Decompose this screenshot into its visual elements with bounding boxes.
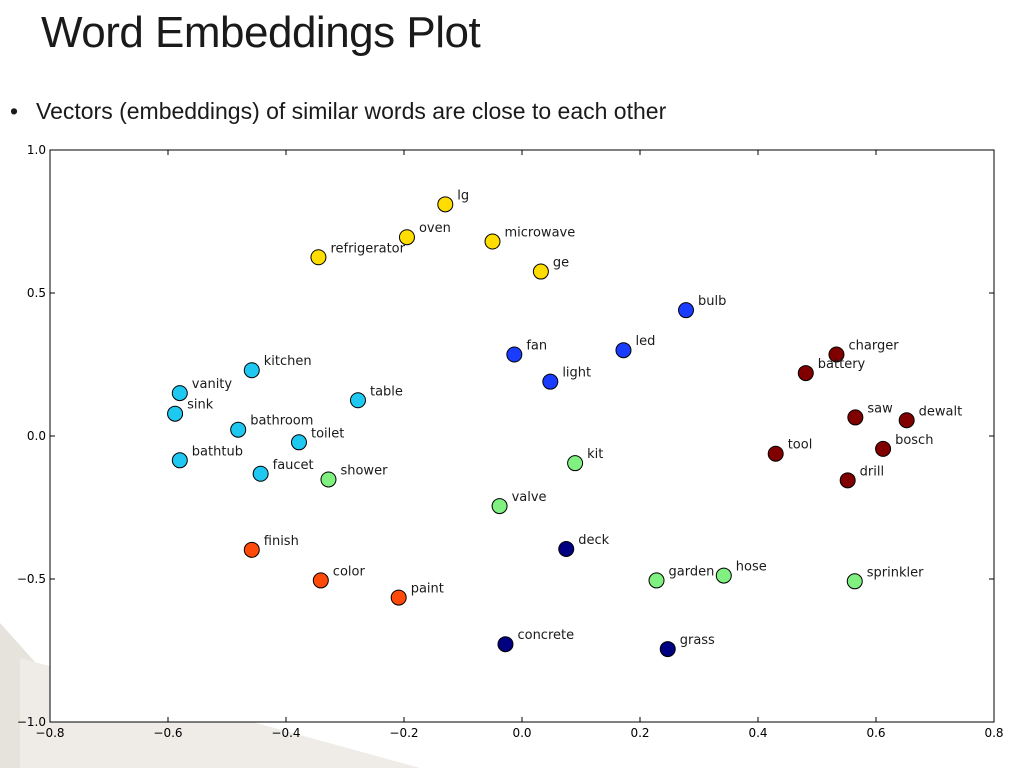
data-point bbox=[839, 472, 856, 489]
point-label: bosch bbox=[895, 433, 933, 448]
data-point bbox=[847, 409, 864, 426]
data-point bbox=[320, 471, 337, 488]
data-point bbox=[767, 445, 784, 462]
point-label: battery bbox=[818, 357, 866, 372]
data-point bbox=[390, 589, 407, 606]
point-label: kit bbox=[587, 447, 603, 462]
data-point bbox=[230, 421, 247, 438]
point-label: lg bbox=[457, 188, 469, 203]
x-tick-label: 0.4 bbox=[748, 726, 767, 740]
point-label: table bbox=[370, 384, 403, 399]
point-label: sink bbox=[187, 398, 214, 413]
chart-container: −0.8 −0.6 −0.4 −0.2 0.0 0.2 0.4 0.6 0.8 1.0 0.5 0.0… bbox=[0, 140, 1024, 760]
data-point bbox=[648, 572, 665, 589]
x-tick-label: −0.6 bbox=[153, 726, 182, 740]
point-label: faucet bbox=[273, 458, 314, 473]
point-label: grass bbox=[680, 633, 715, 648]
data-point bbox=[398, 229, 415, 246]
data-point bbox=[828, 346, 845, 363]
x-tick-label: 0.8 bbox=[984, 726, 1003, 740]
point-label: sprinkler bbox=[867, 565, 924, 580]
data-point bbox=[506, 346, 523, 363]
data-point bbox=[243, 362, 260, 379]
x-tick-label: 0.2 bbox=[630, 726, 649, 740]
data-point bbox=[310, 249, 327, 266]
point-label: led bbox=[635, 334, 655, 349]
bullet-item: • Vectors (embeddings) of similar words … bbox=[10, 98, 666, 125]
y-tick-label: −0.5 bbox=[17, 572, 46, 586]
x-tick-label: −0.2 bbox=[389, 726, 418, 740]
data-point bbox=[715, 567, 732, 584]
point-label: saw bbox=[867, 401, 893, 416]
bullet-text: Vectors (embeddings) of similar words ar… bbox=[36, 98, 667, 124]
point-label: ge bbox=[553, 256, 569, 271]
data-point bbox=[437, 196, 454, 213]
point-label: paint bbox=[411, 582, 444, 597]
point-label: toilet bbox=[311, 426, 344, 441]
data-point bbox=[290, 434, 307, 451]
data-point bbox=[497, 636, 514, 653]
y-tick-label: −1.0 bbox=[17, 715, 46, 729]
data-point bbox=[615, 342, 632, 359]
point-label: tool bbox=[788, 438, 813, 453]
point-label: microwave bbox=[505, 226, 576, 241]
data-point bbox=[558, 540, 575, 557]
point-label: vanity bbox=[192, 377, 233, 392]
point-label: drill bbox=[860, 464, 884, 479]
point-label: deck bbox=[578, 533, 609, 548]
x-tick-label: −0.4 bbox=[271, 726, 300, 740]
point-label: light bbox=[562, 366, 591, 381]
data-point bbox=[846, 573, 863, 590]
y-tick-label: 0.5 bbox=[27, 286, 46, 300]
y-tick-label: 0.0 bbox=[27, 429, 46, 443]
data-point bbox=[659, 641, 676, 658]
data-point bbox=[567, 455, 584, 472]
point-label: valve bbox=[512, 490, 547, 505]
data-point bbox=[484, 233, 501, 250]
point-label: bathroom bbox=[250, 414, 313, 429]
point-label: dewalt bbox=[919, 404, 963, 419]
data-point bbox=[312, 572, 329, 589]
slide-title: Word Embeddings Plot bbox=[41, 8, 481, 57]
x-tick-label: −0.8 bbox=[35, 726, 64, 740]
point-label: fan bbox=[526, 338, 547, 353]
point-label: shower bbox=[340, 463, 388, 478]
data-point bbox=[875, 440, 892, 457]
plot-area bbox=[49, 149, 995, 723]
data-point bbox=[542, 373, 559, 390]
point-label: bathtub bbox=[192, 444, 243, 459]
point-label: hose bbox=[736, 560, 767, 575]
data-point bbox=[678, 302, 695, 319]
x-tick-label: 0.0 bbox=[512, 726, 531, 740]
point-label: concrete bbox=[517, 628, 574, 643]
point-label: charger bbox=[848, 338, 899, 353]
data-point bbox=[898, 412, 915, 429]
point-label: refrigerator bbox=[330, 241, 405, 256]
data-point bbox=[797, 365, 814, 382]
point-label: kitchen bbox=[264, 354, 312, 369]
data-point bbox=[171, 385, 188, 402]
point-label: oven bbox=[419, 221, 451, 236]
data-point bbox=[349, 392, 366, 409]
data-point bbox=[167, 405, 184, 422]
bullet-marker: • bbox=[10, 98, 19, 124]
point-label: garden bbox=[669, 564, 715, 579]
data-point bbox=[532, 263, 549, 280]
scatter-chart: −0.8 −0.6 −0.4 −0.2 0.0 0.2 0.4 0.6 0.8 1.0 0.5 0.0… bbox=[17, 143, 1004, 740]
x-tick-label: 0.6 bbox=[866, 726, 885, 740]
data-point bbox=[252, 465, 269, 482]
point-label: finish bbox=[264, 534, 299, 549]
point-label: color bbox=[333, 564, 366, 579]
data-point bbox=[171, 452, 188, 469]
y-tick-label: 1.0 bbox=[27, 143, 46, 157]
data-point bbox=[491, 498, 508, 515]
data-point bbox=[243, 541, 260, 558]
point-label: bulb bbox=[698, 294, 726, 309]
